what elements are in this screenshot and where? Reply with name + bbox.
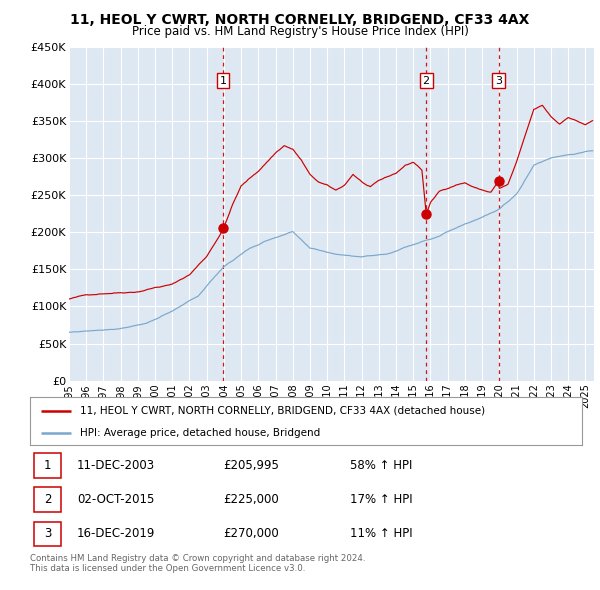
Text: 1: 1 [220,76,226,86]
FancyBboxPatch shape [34,522,61,546]
Text: £225,000: £225,000 [223,493,279,506]
Text: 02-OCT-2015: 02-OCT-2015 [77,493,154,506]
Text: 11% ↑ HPI: 11% ↑ HPI [350,527,413,540]
Text: £205,995: £205,995 [223,459,279,472]
Text: Price paid vs. HM Land Registry's House Price Index (HPI): Price paid vs. HM Land Registry's House … [131,25,469,38]
Text: 11, HEOL Y CWRT, NORTH CORNELLY, BRIDGEND, CF33 4AX: 11, HEOL Y CWRT, NORTH CORNELLY, BRIDGEN… [70,13,530,27]
Text: 1: 1 [44,459,52,472]
Text: 16-DEC-2019: 16-DEC-2019 [77,527,155,540]
Text: 2: 2 [422,76,430,86]
FancyBboxPatch shape [34,453,61,478]
FancyBboxPatch shape [34,487,61,512]
Text: 2: 2 [44,493,52,506]
Text: 11-DEC-2003: 11-DEC-2003 [77,459,155,472]
Text: 58% ↑ HPI: 58% ↑ HPI [350,459,413,472]
Text: 11, HEOL Y CWRT, NORTH CORNELLY, BRIDGEND, CF33 4AX (detached house): 11, HEOL Y CWRT, NORTH CORNELLY, BRIDGEN… [80,405,485,415]
Text: 3: 3 [495,76,502,86]
Text: Contains HM Land Registry data © Crown copyright and database right 2024.
This d: Contains HM Land Registry data © Crown c… [30,554,365,573]
Text: HPI: Average price, detached house, Bridgend: HPI: Average price, detached house, Brid… [80,428,320,438]
Text: £270,000: £270,000 [223,527,279,540]
Text: 3: 3 [44,527,52,540]
Text: 17% ↑ HPI: 17% ↑ HPI [350,493,413,506]
